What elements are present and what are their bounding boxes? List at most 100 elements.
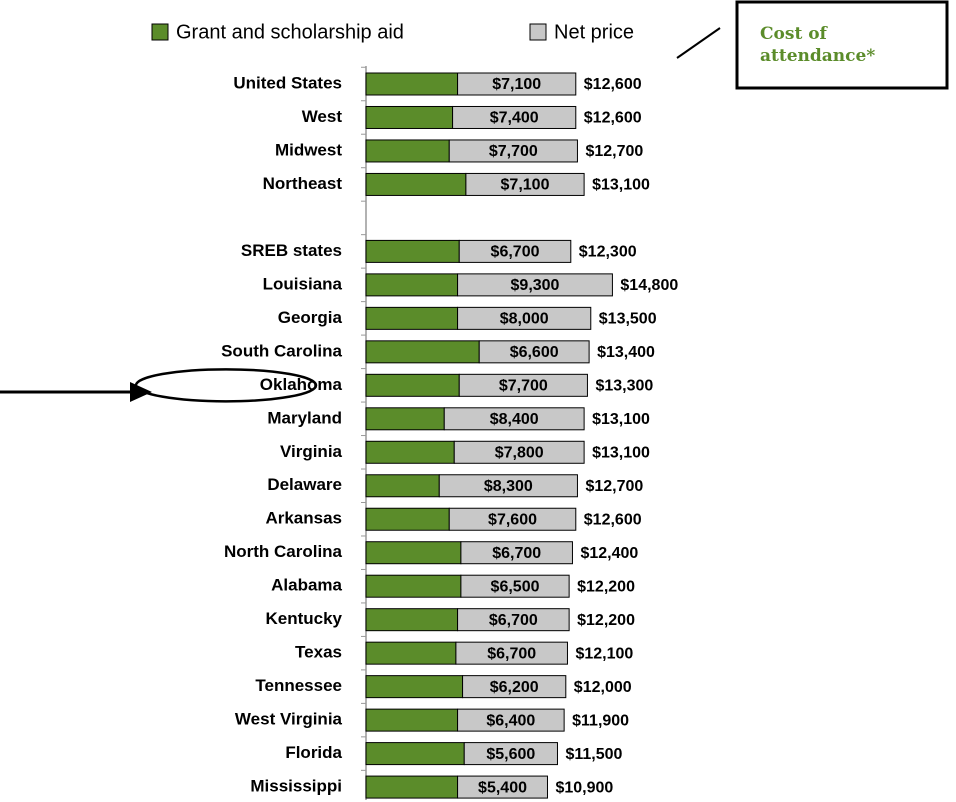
total-label: $12,600 bbox=[584, 76, 642, 93]
value-label: $7,700 bbox=[489, 143, 538, 160]
category-label: Tennessee bbox=[255, 676, 342, 695]
value-label: $7,800 bbox=[495, 444, 544, 461]
total-label: $14,800 bbox=[620, 277, 678, 294]
bar-segment bbox=[448, 139, 578, 163]
value-label: $7,400 bbox=[490, 110, 539, 127]
annotation: Cost of attendance* bbox=[760, 24, 875, 66]
value-label: $8,300 bbox=[484, 478, 533, 495]
bar-segment bbox=[365, 239, 460, 263]
bar-segment bbox=[463, 742, 558, 766]
value-label: $6,600 bbox=[510, 344, 559, 361]
total-label: $10,900 bbox=[555, 779, 613, 796]
bar-segment bbox=[365, 340, 480, 364]
bar-segment bbox=[365, 675, 464, 699]
value-label: $7,100 bbox=[501, 177, 550, 194]
bar-segment bbox=[365, 273, 459, 297]
bar-segment bbox=[365, 407, 445, 431]
value-label: $6,200 bbox=[490, 679, 539, 696]
bar-segment bbox=[448, 507, 577, 531]
bar-segment bbox=[365, 172, 467, 196]
value-label: $8,000 bbox=[500, 311, 549, 328]
bar-segment bbox=[458, 373, 588, 397]
total-label: $13,400 bbox=[597, 344, 655, 361]
category-label: Northeast bbox=[263, 174, 343, 193]
annotation-box bbox=[735, 0, 949, 90]
category-label: SREB states bbox=[241, 241, 342, 260]
bar-segment bbox=[365, 440, 455, 464]
total-label: $13,500 bbox=[599, 311, 657, 328]
bar-segment bbox=[443, 407, 585, 431]
category-label: Alabama bbox=[271, 576, 342, 595]
bar-segment bbox=[365, 373, 460, 397]
total-label: $12,000 bbox=[574, 679, 632, 696]
category-label: South Carolina bbox=[221, 341, 342, 360]
annotation-pointer bbox=[676, 27, 721, 59]
category-label: United States bbox=[233, 73, 342, 92]
category-label: West Virginia bbox=[235, 710, 343, 729]
bar-segment bbox=[457, 72, 577, 96]
bar-segment bbox=[457, 306, 592, 330]
total-label: $12,400 bbox=[580, 545, 638, 562]
category-label: Kentucky bbox=[265, 609, 342, 628]
value-label: $6,500 bbox=[491, 578, 540, 595]
category-label: West bbox=[302, 107, 343, 126]
total-label: $13,100 bbox=[592, 444, 650, 461]
category-label: Texas bbox=[295, 643, 342, 662]
category-label: Mississippi bbox=[250, 777, 342, 796]
bar-segment bbox=[365, 742, 465, 766]
total-label: $13,100 bbox=[592, 177, 650, 194]
category-label: Florida bbox=[285, 743, 342, 762]
total-label: $12,700 bbox=[585, 143, 643, 160]
value-label: $7,700 bbox=[499, 378, 548, 395]
category-label: North Carolina bbox=[224, 542, 343, 561]
highlight-ellipse bbox=[134, 368, 318, 403]
category-label: Arkansas bbox=[265, 509, 342, 528]
legend-swatch bbox=[529, 23, 547, 41]
bar-segment bbox=[453, 440, 585, 464]
value-label: $6,700 bbox=[489, 612, 538, 629]
value-label: $6,700 bbox=[487, 645, 536, 662]
total-label: $12,600 bbox=[584, 110, 642, 127]
legend-label: Net price bbox=[554, 21, 634, 43]
bar-segment bbox=[365, 541, 462, 565]
category-label: Oklahoma bbox=[260, 375, 343, 394]
value-label: $6,700 bbox=[491, 244, 540, 261]
bar-segment bbox=[365, 306, 459, 330]
bar-segment bbox=[365, 72, 459, 96]
bar-segment bbox=[457, 273, 613, 297]
bar-segment bbox=[457, 608, 570, 632]
bar-segment bbox=[458, 239, 572, 263]
legend-swatch bbox=[151, 23, 169, 41]
bar-segment bbox=[465, 172, 585, 196]
total-label: $12,600 bbox=[584, 511, 642, 528]
bar-segment bbox=[365, 608, 459, 632]
bar-segment bbox=[365, 139, 450, 163]
category-label: Delaware bbox=[267, 475, 342, 494]
total-label: $11,900 bbox=[572, 712, 629, 729]
total-label: $12,200 bbox=[577, 612, 635, 629]
value-label: $5,600 bbox=[486, 746, 535, 763]
bar-segment bbox=[457, 708, 565, 732]
category-label: Maryland bbox=[267, 408, 342, 427]
category-label: Georgia bbox=[278, 308, 343, 327]
value-label: $6,400 bbox=[486, 712, 535, 729]
bar-segment bbox=[438, 474, 578, 498]
total-label: $12,700 bbox=[585, 478, 643, 495]
bar-segment bbox=[365, 574, 462, 598]
category-label: Virginia bbox=[280, 442, 343, 461]
bar-segment bbox=[365, 775, 459, 799]
total-label: $12,200 bbox=[577, 578, 635, 595]
total-label: $13,300 bbox=[595, 378, 653, 395]
total-label: $12,100 bbox=[575, 645, 633, 662]
bar-segment bbox=[460, 541, 573, 565]
value-label: $7,600 bbox=[488, 511, 537, 528]
bar-segment bbox=[365, 507, 450, 531]
bar-segment bbox=[365, 708, 459, 732]
bar-segment bbox=[455, 641, 568, 665]
bar-segment bbox=[462, 675, 567, 699]
total-label: $12,300 bbox=[579, 244, 637, 261]
category-label: Midwest bbox=[275, 140, 342, 159]
value-label: $7,100 bbox=[492, 76, 541, 93]
total-label: $11,500 bbox=[565, 746, 622, 763]
